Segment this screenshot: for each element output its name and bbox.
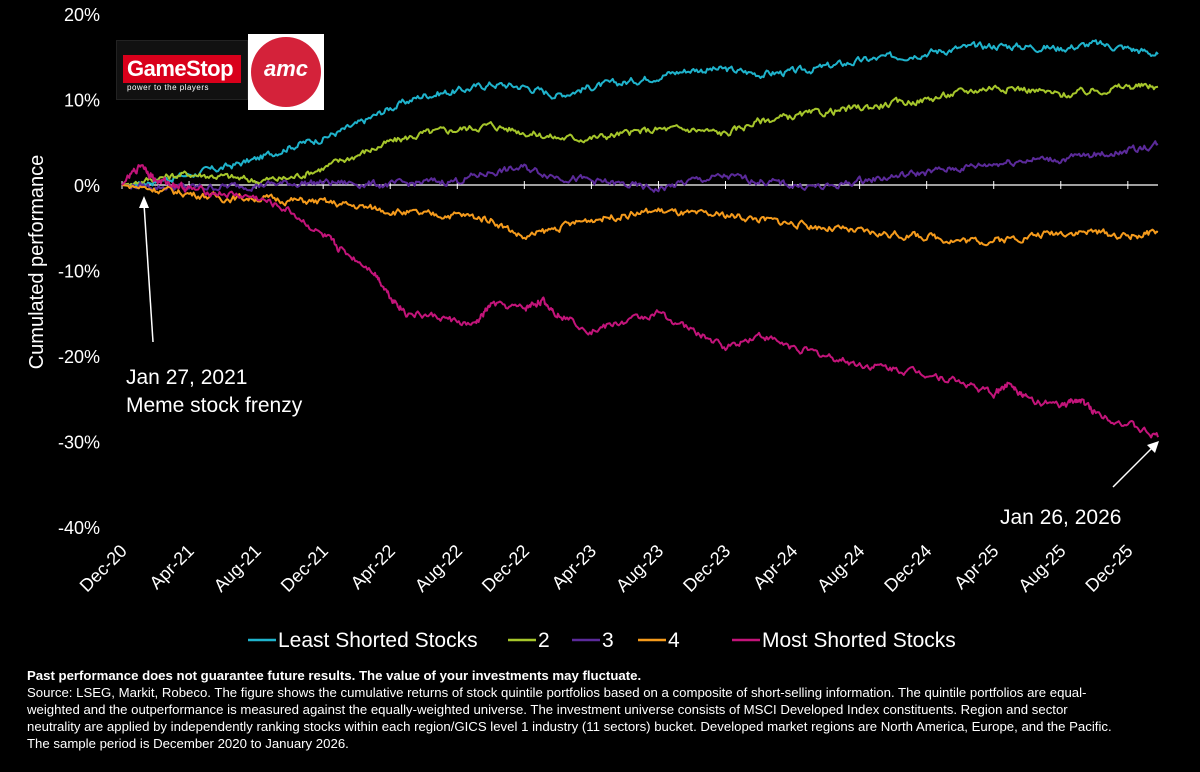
amc-logo-circle — [251, 37, 321, 107]
y-tick-label: -30% — [58, 433, 100, 453]
annotation-arrowhead-meme — [139, 196, 149, 208]
legend-label-3: 3 — [602, 629, 614, 652]
y-axis-label: Cumulated performance — [26, 155, 48, 370]
gamestop-logo-tagline: power to the players — [127, 83, 210, 92]
annotation-date-end: Jan 26, 2026 — [1000, 506, 1121, 529]
y-tick-label: 0% — [74, 176, 100, 196]
series-lines — [121, 39, 1159, 439]
source-line-1: Source: LSEG, Markit, Robeco. The figure… — [27, 685, 1087, 700]
y-tick-label: -20% — [58, 347, 100, 367]
annotation-arrow-end — [1112, 447, 1153, 488]
legend: Least Shorted Stocks 2 3 4 Most Shorted Stoc… — [248, 629, 956, 652]
annotation-date-meme: Jan 27, 2021 — [126, 366, 247, 389]
x-tick-label: Aug-22 — [411, 541, 466, 596]
x-tick-label: Dec-25 — [1081, 541, 1136, 596]
annotation-arrow-meme — [143, 203, 154, 343]
x-tick-label: Dec-21 — [277, 541, 332, 596]
y-tick-label: -10% — [58, 262, 100, 282]
series-line-3 — [121, 140, 1159, 193]
source-line-2: weighted and the outperformance is measu… — [27, 702, 1068, 717]
legend-label-5: Most Shorted Stocks — [762, 629, 956, 652]
series-line-4 — [121, 184, 1159, 247]
footer: Past performance does not guarantee futu… — [27, 667, 1177, 752]
y-axis: 20% 10% 0% -10% -20% -30% -40% — [58, 5, 100, 538]
x-tick-label: Aug-21 — [210, 541, 265, 596]
x-tick-label: Aug-25 — [1014, 541, 1069, 596]
source-line-4: The sample period is December 2020 to Ja… — [27, 736, 349, 751]
gamestop-logo: GameStop power to the players — [116, 40, 248, 100]
disclaimer-text: Past performance does not guarantee futu… — [27, 668, 642, 683]
source-line-3: neutrality are applied by independently … — [27, 719, 1112, 734]
annotation-arrowhead-end — [1147, 441, 1159, 453]
legend-label-2: 2 — [538, 629, 550, 652]
x-tick-label: Apr-25 — [950, 541, 1002, 593]
x-tick-label: Apr-21 — [146, 541, 198, 593]
x-tick-label: Aug-23 — [612, 541, 667, 596]
gamestop-logo-text: GameStop — [127, 56, 234, 81]
line-chart: 20% 10% 0% -10% -20% -30% -40% Cumulated perfo… — [26, 5, 1159, 652]
amc-logo-text: amc — [263, 56, 309, 81]
x-tick-label: Apr-24 — [749, 541, 801, 593]
x-tick-label: Apr-22 — [347, 541, 399, 593]
x-tick-label: Aug-24 — [813, 541, 868, 596]
y-tick-label: -40% — [58, 518, 100, 538]
legend-label-4: 4 — [668, 629, 680, 652]
x-tick-label: Apr-23 — [548, 541, 600, 593]
annotation-text-meme: Meme stock frenzy — [126, 394, 303, 417]
y-tick-label: 20% — [64, 5, 100, 25]
series-line-5 — [121, 164, 1159, 439]
amc-logo: amc — [248, 34, 324, 110]
x-tick-label: Dec-23 — [679, 541, 734, 596]
gamestop-logo-bar — [123, 55, 241, 83]
x-tick-label: Dec-24 — [880, 541, 935, 596]
series-line-2 — [121, 82, 1159, 189]
legend-label-1: Least Shorted Stocks — [278, 629, 478, 652]
y-tick-label: 10% — [64, 91, 100, 111]
series-line-1 — [121, 39, 1159, 188]
x-tick-label: Dec-22 — [478, 541, 533, 596]
x-tick-label: Dec-20 — [76, 541, 131, 596]
